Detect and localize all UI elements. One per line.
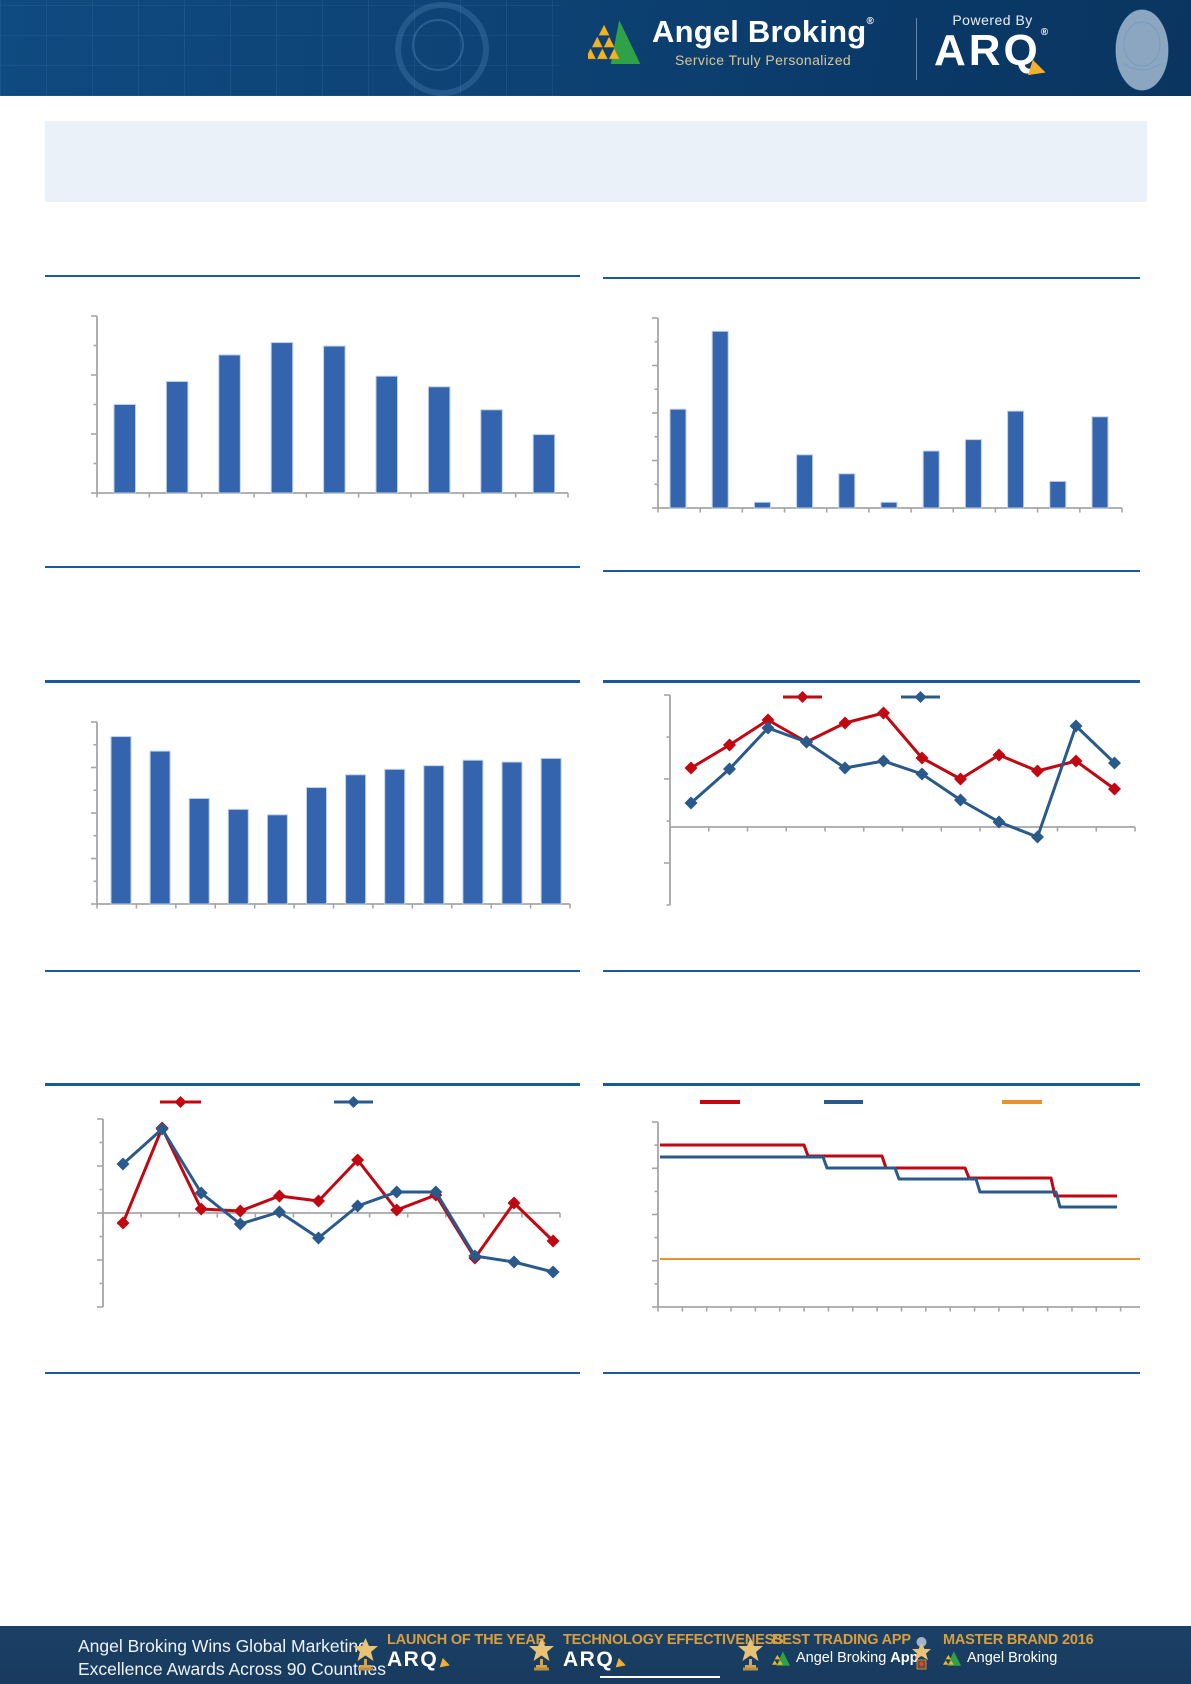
brand-lockup: Angel Broking® Service Truly Personalize…	[588, 14, 874, 70]
award-best-trading-app: BEST TRADING APP Angel Broking App	[737, 1632, 918, 1676]
exhibit4-source-rule	[603, 970, 1140, 972]
exhibit5-source-rule	[45, 1372, 580, 1374]
award-master-brand-2016: MASTER BRAND 2016 Angel Broking	[908, 1632, 1094, 1676]
award-title: TECHNOLOGY EFFECTIVENESS	[563, 1632, 784, 1648]
brand-text-block: Angel Broking® Service Truly Personalize…	[652, 16, 874, 68]
footer-headline-line1: Angel Broking Wins Global Marketing	[78, 1636, 368, 1656]
line-chart-4	[664, 691, 1136, 906]
arq-bolt-icon	[615, 1657, 628, 1671]
award-arq-logo: ARQ	[563, 1648, 628, 1672]
arq-bolt-icon	[439, 1657, 452, 1671]
trophy-icon	[912, 1637, 931, 1670]
arq-registered-mark: ®	[1040, 27, 1052, 38]
header-divider	[916, 18, 917, 80]
ring-decoration-inner	[412, 19, 464, 71]
award-subtitle: Angel Broking App	[772, 1650, 918, 1666]
brand-tagline: Service Truly Personalized	[674, 52, 852, 68]
exhibit1-title-rule	[45, 275, 580, 277]
arq-underline	[600, 1676, 720, 1678]
exhibit3-title-rule	[45, 680, 580, 683]
award-title: LAUNCH OF THE YEAR	[387, 1632, 546, 1648]
award-arq-logo: ARQ	[387, 1648, 452, 1672]
exhibit3-source-rule	[45, 970, 580, 972]
award-subtitle: Angel Broking	[943, 1650, 1094, 1666]
footer-awards-banner: Angel Broking Wins Global Marketing Exce…	[0, 1626, 1191, 1684]
exhibit4-title-rule	[603, 680, 1140, 683]
exhibit2-source-rule	[603, 570, 1140, 572]
angel-broking-logo	[588, 20, 641, 64]
award-title: MASTER BRAND 2016	[943, 1632, 1094, 1648]
line-chart-5	[97, 1096, 561, 1308]
ring-decoration	[395, 2, 489, 96]
brand-name: Angel Broking®	[652, 14, 875, 49]
step-chart-6	[652, 1100, 1140, 1312]
powered-by-block: Powered By ARQ®	[934, 12, 1052, 81]
award-technology-effectiveness: TECHNOLOGY EFFECTIVENESS ARQ	[528, 1632, 784, 1678]
exhibit2-title-rule	[603, 277, 1140, 279]
exhibit1-source-rule	[45, 566, 580, 568]
cyborg-head-decoration	[1115, 9, 1169, 91]
award-launch-of-the-year: LAUNCH OF THE YEAR ARQ	[352, 1632, 546, 1676]
brand-registered-mark: ®	[866, 16, 875, 27]
trophy-icon	[738, 1638, 763, 1671]
exhibit6-title-rule	[603, 1083, 1140, 1086]
exhibit6-source-rule	[603, 1372, 1140, 1374]
bar-chart-3	[91, 721, 571, 909]
bar-chart-1	[91, 315, 569, 498]
exhibit5-title-rule	[45, 1083, 580, 1086]
trophy-icon	[529, 1638, 554, 1671]
footer-headline: Angel Broking Wins Global Marketing Exce…	[78, 1635, 386, 1681]
header-banner: Angel Broking® Service Truly Personalize…	[0, 0, 1191, 96]
footer-headline-line2: Excellence Awards Across 90 Countries	[78, 1659, 387, 1679]
award-title: BEST TRADING APP	[772, 1632, 911, 1648]
angel-broking-mini-logo	[772, 1650, 790, 1666]
trophy-icon	[353, 1638, 378, 1671]
arq-logo: ARQ®	[934, 27, 1052, 81]
angel-broking-mini-logo	[943, 1650, 961, 1666]
arq-bolt-icon	[1027, 59, 1049, 81]
summary-panel	[45, 121, 1147, 202]
powered-by-label: Powered By	[952, 12, 1033, 28]
bar-chart-2	[652, 317, 1123, 513]
